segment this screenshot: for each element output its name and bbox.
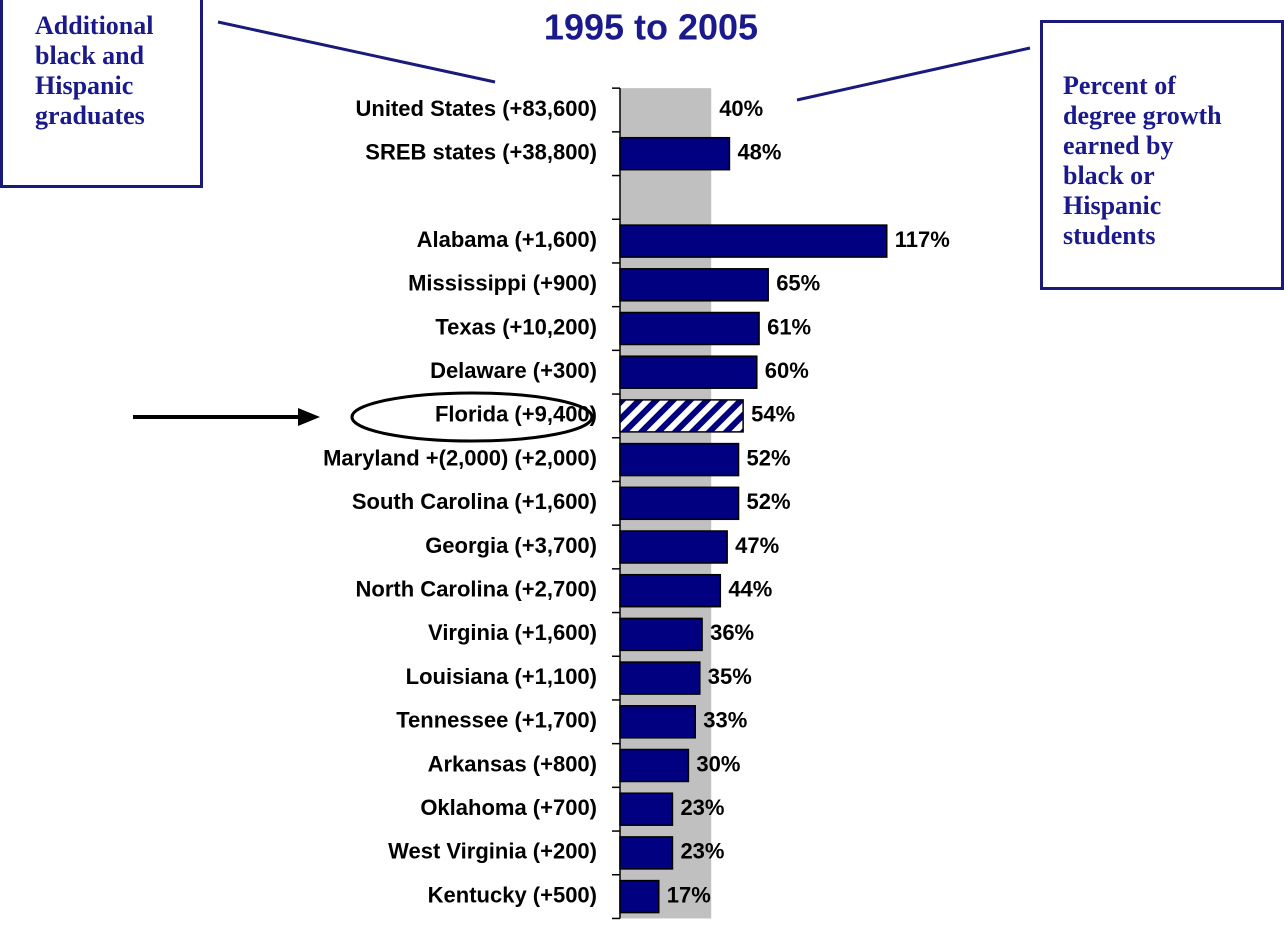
category-label: Maryland +(2,000) (+2,000) — [323, 445, 597, 470]
bar — [619, 136, 731, 171]
category-label: SREB states (+38,800) — [365, 140, 597, 165]
category-label: Georgia (+3,700) — [425, 533, 597, 558]
arrow-head — [298, 408, 320, 426]
value-label: 23% — [680, 795, 724, 820]
value-label: 52% — [747, 489, 791, 514]
bar — [619, 748, 690, 783]
value-label: 44% — [728, 577, 772, 602]
annotation-line: earned by — [1063, 131, 1174, 160]
bar — [619, 661, 701, 695]
category-label: Mississippi (+900) — [408, 271, 597, 296]
annotation-box: Percent of degree growth earned by black or… — [1040, 20, 1284, 290]
category-label: Arkansas (+800) — [428, 751, 597, 776]
value-label: 52% — [747, 445, 791, 470]
annotation-line: degree growth — [1063, 101, 1222, 130]
chart-title: 1995 to 2005 — [544, 7, 758, 48]
bar — [619, 311, 760, 346]
value-label: 61% — [767, 314, 811, 339]
category-label: Kentucky (+500) — [428, 882, 597, 907]
bar — [619, 268, 769, 302]
value-label: 48% — [737, 140, 781, 165]
bar — [619, 879, 660, 914]
category-label: United States (+83,600) — [356, 96, 597, 121]
callout-line — [796, 46, 1031, 102]
bar — [619, 573, 722, 608]
annotation-line: black and — [35, 41, 145, 70]
bar — [619, 617, 703, 652]
value-label: 30% — [696, 751, 740, 776]
category-label: West Virginia (+200) — [388, 839, 597, 864]
annotation-line: Hispanic — [35, 71, 134, 100]
value-label: 60% — [765, 358, 809, 383]
bar — [619, 792, 674, 826]
value-label: 23% — [680, 839, 724, 864]
category-label: South Carolina (+1,600) — [352, 489, 597, 514]
bar — [619, 399, 744, 433]
bar — [619, 530, 728, 564]
category-label: Tennessee (+1,700) — [396, 708, 597, 733]
value-label: 54% — [751, 402, 795, 427]
category-label: Delaware (+300) — [430, 358, 597, 383]
category-label: Louisiana (+1,100) — [406, 664, 597, 689]
category-label: Virginia (+1,600) — [428, 620, 597, 645]
value-label: 17% — [667, 882, 711, 907]
bar — [619, 355, 758, 389]
value-label: 65% — [776, 271, 820, 296]
value-label: 36% — [710, 620, 754, 645]
annotation-line: Hispanic — [1063, 191, 1162, 220]
annotation-box: Additional black and Hispanic graduates — [0, 0, 203, 188]
value-label: 35% — [708, 664, 752, 689]
bar — [619, 836, 674, 870]
bar — [619, 442, 740, 477]
category-label: Texas (+10,200) — [435, 314, 597, 339]
value-label: 33% — [703, 708, 747, 733]
annotation-line: students — [1063, 221, 1156, 250]
bar — [619, 224, 888, 258]
category-label: Alabama (+1,600) — [417, 227, 597, 252]
value-label: 40% — [719, 96, 763, 121]
bar — [619, 705, 696, 739]
value-label: 47% — [735, 533, 779, 558]
callout-line — [217, 20, 496, 84]
category-label: Oklahoma (+700) — [420, 795, 597, 820]
annotation-line: Percent of — [1063, 71, 1176, 100]
bar — [619, 486, 740, 521]
category-label: North Carolina (+2,700) — [356, 577, 597, 602]
annotation-line: black or — [1063, 161, 1155, 190]
category-label: Florida (+9,400) — [435, 402, 597, 427]
annotation-line: graduates — [35, 101, 145, 130]
value-label: 117% — [895, 227, 950, 252]
highlight-ellipse — [350, 391, 594, 443]
annotation-line: Additional — [35, 11, 154, 40]
